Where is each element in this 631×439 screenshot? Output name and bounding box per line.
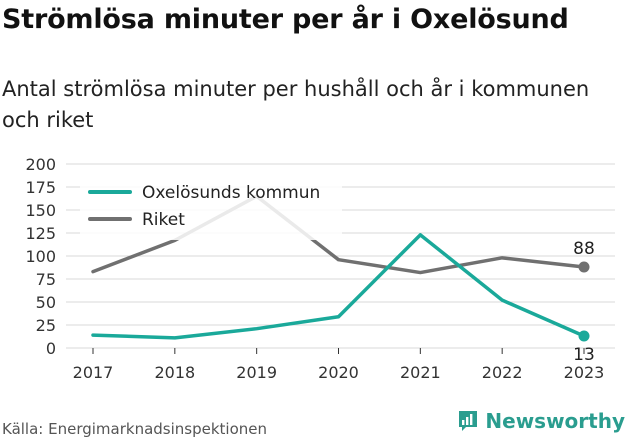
chart-subtitle: Antal strömlösa minuter per hushåll och …	[2, 77, 590, 132]
end-labels: 88 13	[573, 239, 595, 365]
series-line-kommun	[91, 233, 586, 340]
end-label-kommun: 13	[573, 345, 595, 365]
newsworthy-logo-icon	[459, 411, 478, 431]
y-tick-label: 175	[25, 178, 56, 197]
legend: Oxelösunds kommun Riket	[80, 176, 342, 240]
legend-label: Oxelösunds kommun	[142, 183, 320, 203]
series-lines	[91, 194, 590, 342]
x-tick-label: 2017	[73, 363, 114, 382]
source-note: Källa: Energimarknadsinspektionen	[2, 420, 268, 438]
x-tick-label: 2019	[236, 363, 277, 382]
series-line-riket	[91, 194, 586, 275]
chart-title: Strömlösa minuter per år i Oxelösund	[2, 4, 569, 35]
x-tick-label: 2018	[154, 363, 195, 382]
legend-label: Riket	[142, 210, 185, 230]
series-end-point-kommun	[578, 330, 590, 342]
x-axis-ticks: 2017 2018 2019 2020 2021 2022 2023	[73, 348, 605, 382]
y-tick-label: 100	[25, 247, 56, 266]
series-end-point-riket	[578, 261, 590, 273]
brand-name: Newsworthy	[485, 409, 625, 433]
y-tick-label: 50	[36, 293, 56, 312]
x-tick-label: 2022	[482, 363, 523, 382]
y-axis-ticks: 0 25 50 75 100 125 150 175 200	[25, 155, 56, 358]
y-tick-label: 75	[36, 270, 56, 289]
legend-background	[80, 176, 342, 240]
brand: Newsworthy	[457, 409, 625, 433]
x-tick-label: 2020	[318, 363, 359, 382]
y-tick-label: 0	[46, 339, 56, 358]
y-tick-label: 25	[36, 316, 56, 335]
y-tick-label: 200	[25, 155, 56, 174]
x-tick-label: 2021	[400, 363, 441, 382]
y-tick-label: 125	[25, 224, 56, 243]
y-tick-label: 150	[25, 201, 56, 220]
end-label-riket: 88	[573, 239, 595, 259]
x-tick-label: 2023	[564, 363, 605, 382]
